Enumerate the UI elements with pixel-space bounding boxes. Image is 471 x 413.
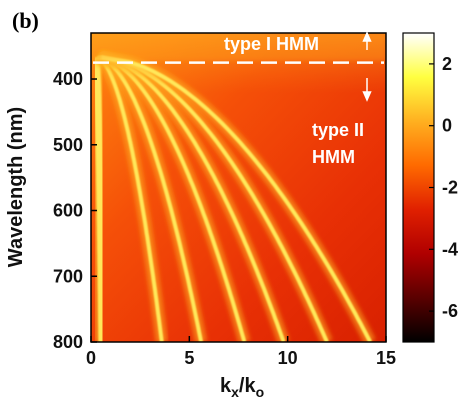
colorbar-tick-label: -2	[442, 178, 458, 198]
x-axis-label-sub-o: o	[256, 384, 265, 400]
y-tick-label: 800	[53, 332, 83, 352]
x-tick-label: 15	[376, 348, 396, 368]
x-axis-label-k: k	[220, 375, 232, 397]
band-core	[97, 55, 204, 342]
type1-region-glow	[91, 33, 386, 61]
colorbar	[402, 32, 435, 343]
band-core	[95, 55, 164, 342]
arrow-up	[362, 31, 372, 50]
y-tick-label: 600	[53, 201, 83, 221]
y-axis-label: Wavelength (nm)	[5, 107, 27, 267]
annotation-type2-line1: type II	[312, 120, 364, 140]
band-core	[101, 55, 373, 342]
y-tick-label: 400	[53, 69, 83, 89]
x-axis-label: kx/ko	[220, 375, 264, 400]
x-axis: 0 5 10 15	[86, 336, 396, 368]
x-tick-label: 0	[86, 348, 96, 368]
colorbar-tick-label: 2	[442, 54, 452, 74]
colorbar-tick-label: 0	[442, 116, 452, 136]
x-tick-label: 5	[184, 348, 194, 368]
y-axis: 400 500 600 700 800	[53, 69, 97, 352]
x-tick-label: 10	[278, 348, 298, 368]
plot-frame	[90, 32, 387, 343]
band-core	[100, 55, 329, 342]
y-tick-label: 700	[53, 266, 83, 286]
annotation-type1: type I HMM	[224, 34, 319, 54]
colorbar-ticks: 2 0 -2 -4 -6	[429, 54, 458, 321]
x-axis-label-slash: /k	[239, 375, 257, 397]
x-axis-label-sub-x: x	[231, 384, 239, 400]
band-core	[98, 55, 247, 342]
heatmap-bands	[91, 33, 386, 342]
band-core	[92, 56, 106, 342]
annotation-type2-line2: HMM	[312, 147, 355, 167]
y-tick-label: 500	[53, 135, 83, 155]
heatmap-area	[91, 33, 386, 342]
panel-label: (b)	[12, 8, 39, 33]
arrow-down	[362, 78, 372, 102]
colorbar-tick-label: -4	[442, 239, 458, 259]
band-core	[99, 55, 286, 342]
colorbar-tick-label: -6	[442, 301, 458, 321]
